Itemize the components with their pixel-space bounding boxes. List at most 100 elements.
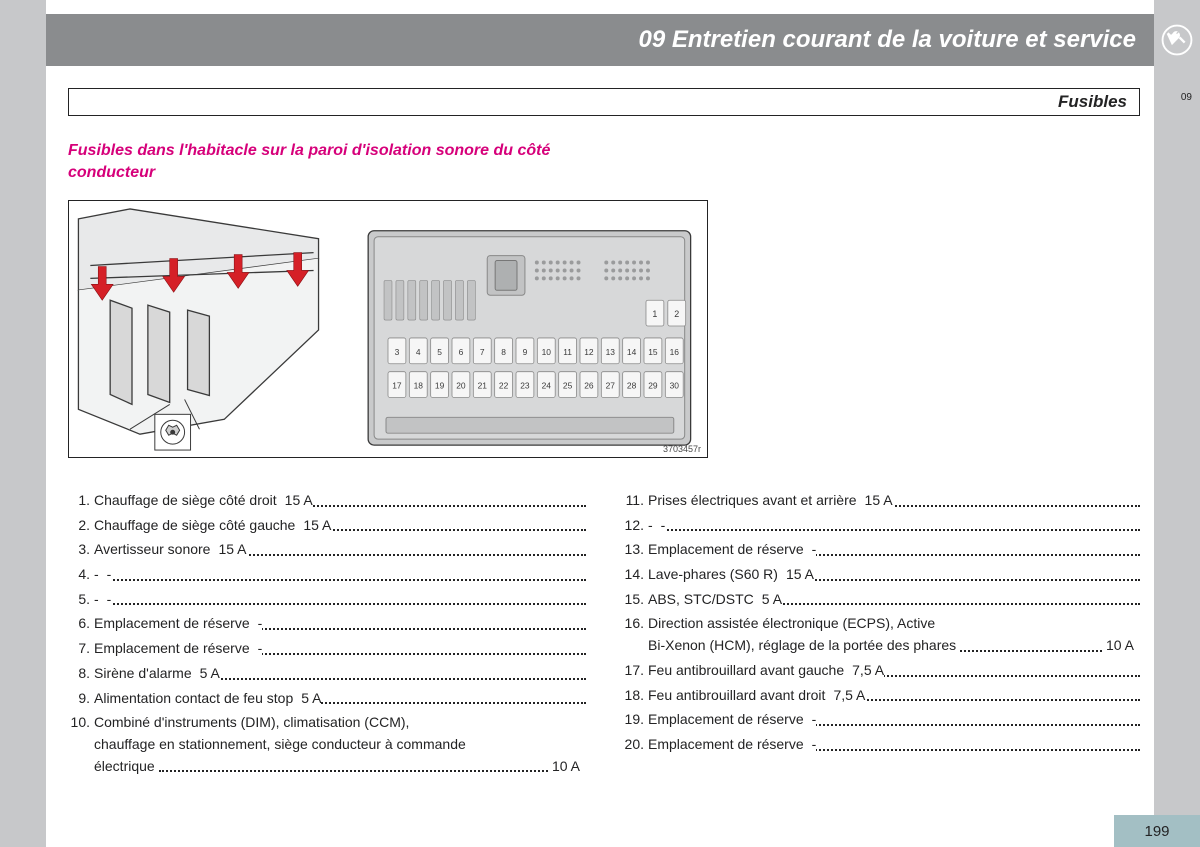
fuse-amp: - [103,591,112,607]
fuse-number: 15. [622,589,648,611]
fuse-list-columns: 1.Chauffage de siège côté droit15 A 2.Cha… [68,490,1140,780]
fuse-label: Direction assistée électronique (ECPS), … [648,613,1134,635]
fuse-number: 20. [622,734,648,756]
fuse-number: 16. [622,613,648,656]
fuse-amp: - [657,517,666,533]
fuse-label: Emplacement de réserve [648,711,808,727]
fuse-label: Prises électriques avant et arrière [648,492,861,508]
svg-text:19: 19 [435,381,445,391]
svg-text:6: 6 [459,347,464,357]
fuse-label: Emplacement de réserve [648,541,808,557]
fuse-number: 19. [622,709,648,731]
fuse-label: Feu antibrouillard avant gauche [648,662,848,678]
fuse-list-right: 11.Prises électriques avant et arrière15… [622,490,1140,780]
fuse-item: 4.-- [68,564,586,586]
svg-text:18: 18 [414,381,424,391]
svg-text:8: 8 [501,347,506,357]
fuse-number: 14. [622,564,648,586]
fuse-line: Emplacement de réserve- [648,709,1140,731]
fuse-amp: 15 A [299,517,331,533]
fuse-item: 7.Emplacement de réserve- [68,638,586,660]
fuse-item: 13.Emplacement de réserve- [622,539,1140,561]
fuse-item: 1.Chauffage de siège côté droit15 A [68,490,586,512]
svg-text:12: 12 [584,347,594,357]
fuse-item: 19.Emplacement de réserve- [622,709,1140,731]
fuse-amp: 10 A [548,756,580,778]
fuse-label: ABS, STC/DSTC [648,591,758,607]
fuse-label: Alimentation contact de feu stop [94,690,297,706]
fuse-label: Bi-Xenon (HCM), réglage de la portée des… [648,635,960,657]
fuse-line: Chauffage de siège côté droit15 A [94,490,586,512]
fuse-line: Avertisseur sonore15 A [94,539,586,561]
fuse-number: 18. [622,685,648,707]
fuse-number: 3. [68,539,94,561]
fuse-item: 11.Prises électriques avant et arrière15… [622,490,1140,512]
fuse-number: 6. [68,613,94,635]
fuse-amp: 15 A [861,492,893,508]
fuse-item: 20.Emplacement de réserve- [622,734,1140,756]
fuse-label: Sirène d'alarme [94,665,196,681]
fuse-line: Emplacement de réserve- [94,613,586,635]
fuse-line: Combiné d'instruments (DIM), climatisati… [94,712,586,777]
fuse-amp: - [808,711,817,727]
fuse-amp: 15 A [782,566,814,582]
subheading: Fusibles [1058,92,1127,112]
fuse-number: 5. [68,589,94,611]
svg-text:20: 20 [456,381,466,391]
fuse-label: - [648,517,657,533]
fuse-line: Direction assistée électronique (ECPS), … [648,613,1140,656]
fuse-number: 2. [68,515,94,537]
svg-text:15: 15 [648,347,658,357]
fuse-line: Emplacement de réserve- [94,638,586,660]
fuse-line: -- [94,589,586,611]
fuse-amp: 5 A [297,690,321,706]
fuse-item: 3.Avertisseur sonore15 A [68,539,586,561]
svg-text:9: 9 [523,347,528,357]
fuse-amp: - [254,615,263,631]
fuse-number: 4. [68,564,94,586]
svg-text:16: 16 [670,347,680,357]
right-margin-panel [1154,0,1200,847]
fuse-number: 9. [68,688,94,710]
fuse-item: 8.Sirène d'alarme5 A [68,663,586,685]
fuse-label: Combiné d'instruments (DIM), climatisati… [94,712,580,734]
svg-text:13: 13 [606,347,616,357]
svg-text:30: 30 [670,381,680,391]
svg-text:7: 7 [480,347,485,357]
left-margin-panel [0,0,46,847]
page-number: 199 [1114,815,1200,847]
fuse-number: 11. [622,490,648,512]
fuse-label: - [94,591,103,607]
fuse-label: Emplacement de réserve [94,615,254,631]
fuse-item: 5.-- [68,589,586,611]
svg-text:10: 10 [542,347,552,357]
fuse-number: 17. [622,660,648,682]
fuse-label: Feu antibrouillard avant droit [648,687,829,703]
fuse-line: -- [94,564,586,586]
fuse-amp: - [254,640,263,656]
svg-text:27: 27 [606,381,616,391]
fuse-line: Feu antibrouillard avant droit7,5 A [648,685,1140,707]
svg-text:1: 1 [652,309,657,319]
fuse-line: Emplacement de réserve- [648,539,1140,561]
svg-text:24: 24 [542,381,552,391]
diagram-id: 3703457r [663,444,701,454]
fuse-line: Lave-phares (S60 R)15 A [648,564,1140,586]
svg-text:17: 17 [392,381,402,391]
fuse-line: Emplacement de réserve- [648,734,1140,756]
fuse-number: 8. [68,663,94,685]
fuse-line: Alimentation contact de feu stop5 A [94,688,586,710]
svg-text:4: 4 [416,347,421,357]
subheading-bar: Fusibles [68,88,1140,116]
wrench-icon [1154,14,1200,66]
fuse-amp: 5 A [758,591,782,607]
fuse-diagram-svg: 12 345678910111213141516 171819202122232… [69,201,707,457]
fuse-amp: 10 A [1102,635,1134,657]
svg-text:26: 26 [584,381,594,391]
fuse-label: Avertisseur sonore [94,541,214,557]
fuse-number: 7. [68,638,94,660]
fuse-amp: 15 A [214,541,246,557]
fuse-item: 9.Alimentation contact de feu stop5 A [68,688,586,710]
fuse-amp: - [808,736,817,752]
fuse-label: Emplacement de réserve [648,736,808,752]
